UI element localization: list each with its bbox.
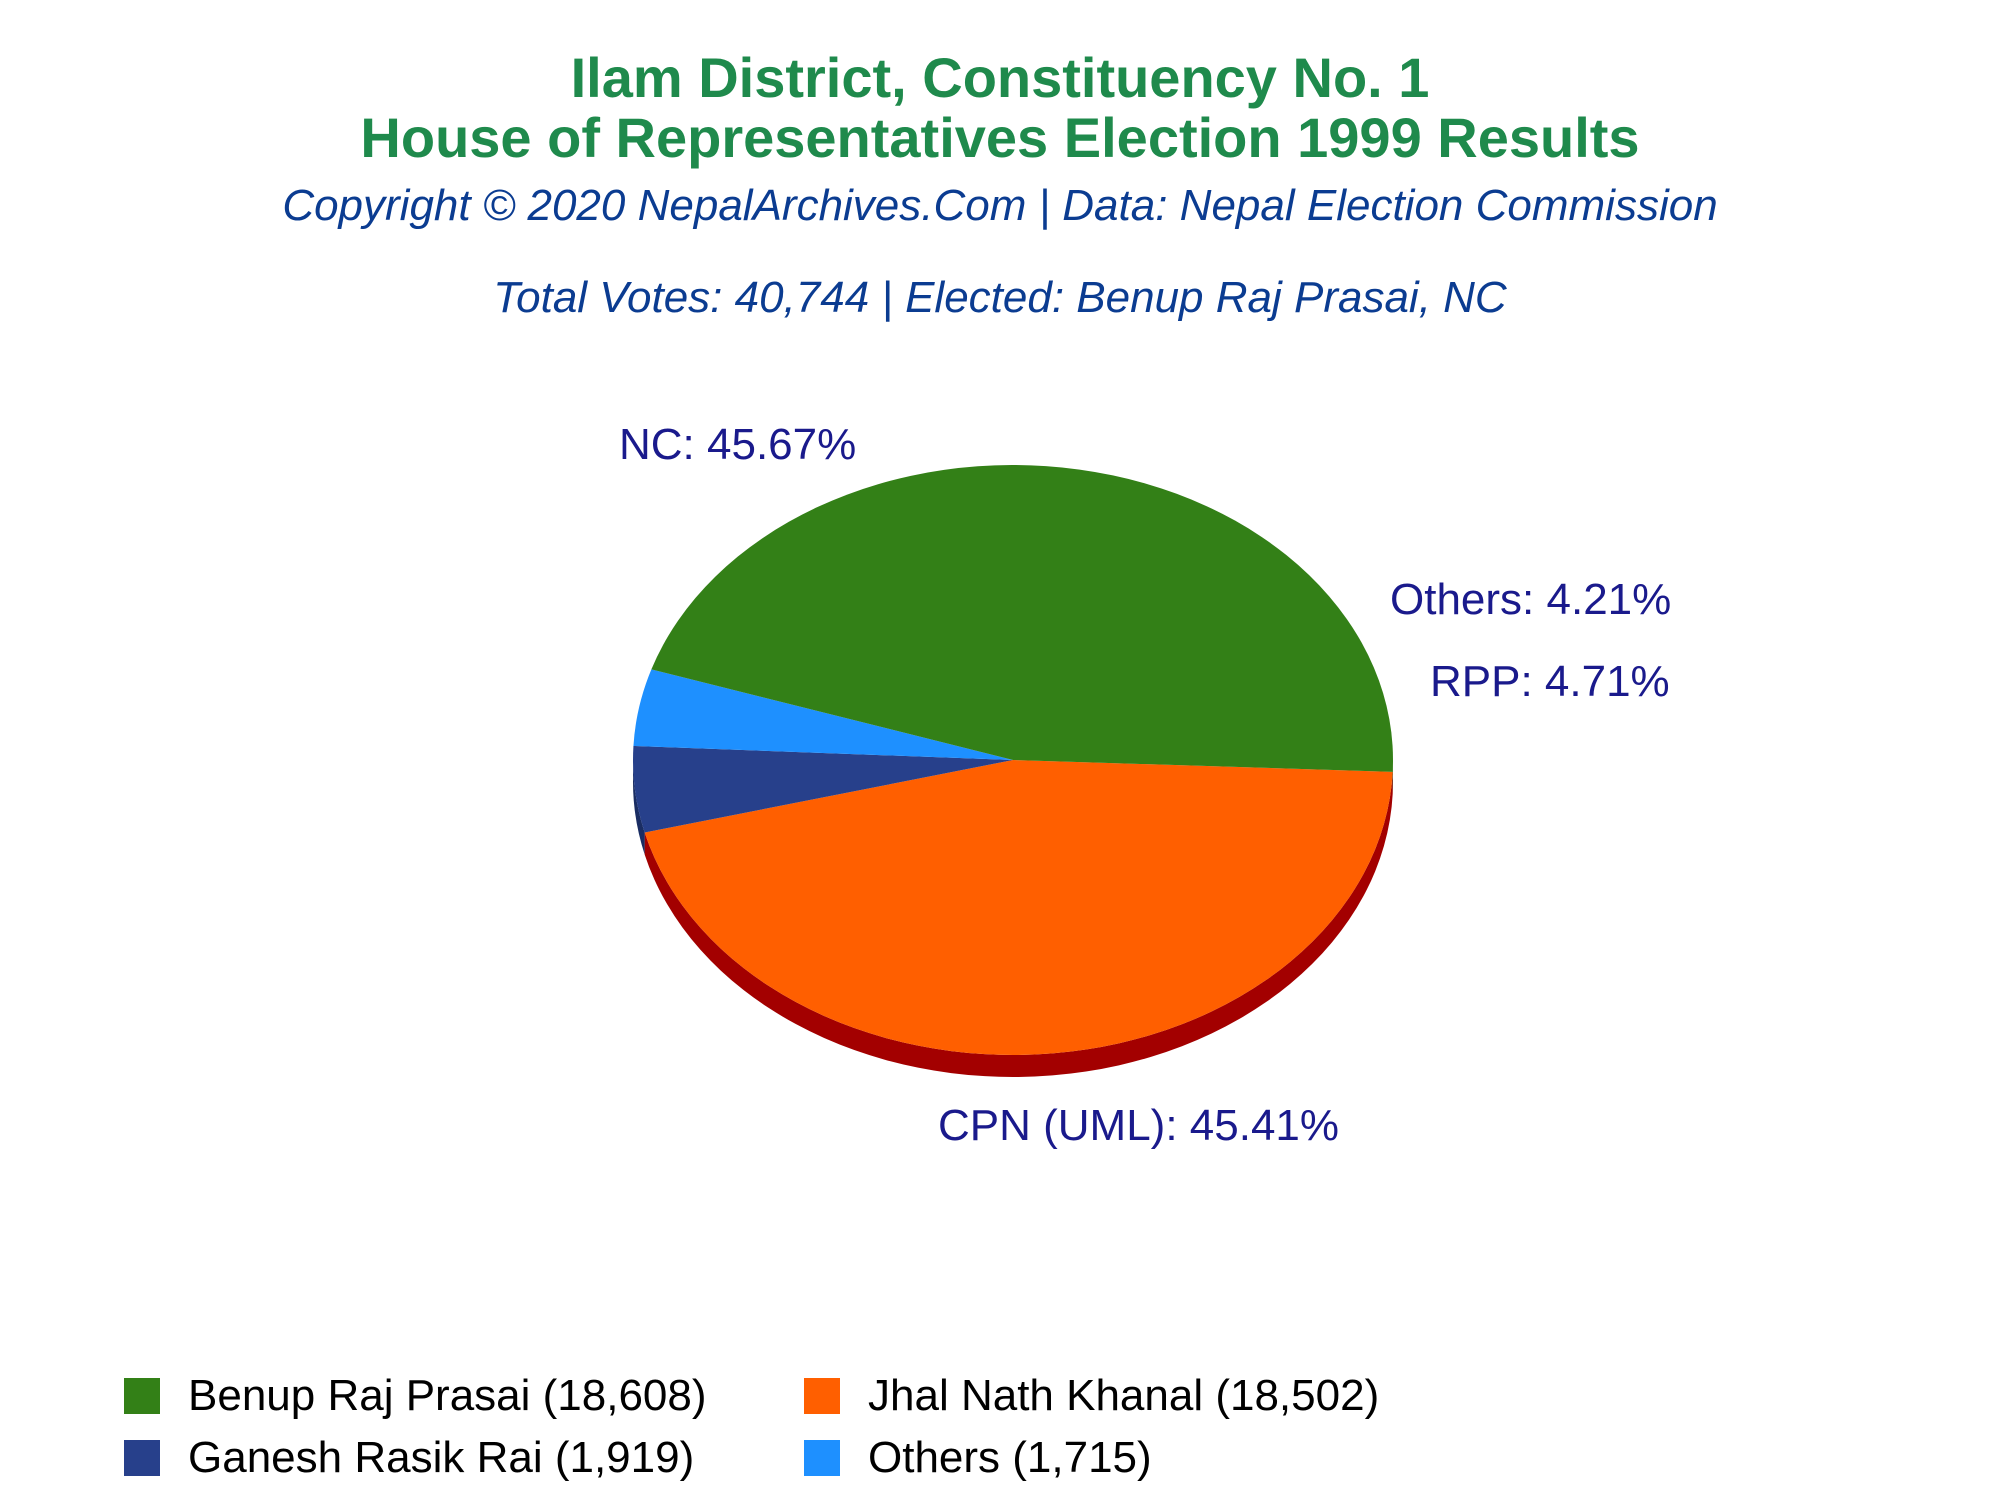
slice-label-2: Others: 4.21%: [1390, 575, 1671, 624]
chart-credit: Copyright © 2020 NepalArchives.Com | Dat…: [282, 181, 1718, 230]
slice-label-3: NC: 45.67%: [619, 420, 856, 469]
legend-swatch-0: [804, 1378, 840, 1414]
legend-item-0: Jhal Nath Khanal (18,502): [804, 1368, 1379, 1424]
pie-slice-1: [633, 745, 1013, 833]
legend-item-1: Ganesh Rasik Rai (1,919): [124, 1430, 694, 1486]
legend-label-2: Others (1,715): [868, 1433, 1152, 1482]
chart-summary: Total Votes: 40,744 | Elected: Benup Raj…: [493, 273, 1507, 322]
legend-swatch-3: [124, 1378, 160, 1414]
legend-label-0: Jhal Nath Khanal (18,502): [868, 1371, 1380, 1420]
chart-title: Ilam District, Constituency No. 1: [570, 46, 1430, 109]
pie-slice-3: [651, 465, 1393, 772]
legend-label-1: Ganesh Rasik Rai (1,919): [188, 1433, 695, 1482]
legend-item-2: Others (1,715): [804, 1430, 1152, 1486]
chart-subtitle: House of Representatives Election 1999 R…: [360, 106, 1640, 169]
legend-swatch-1: [124, 1440, 160, 1476]
slice-label-1: RPP: 4.71%: [1430, 657, 1670, 706]
slice-label-0: CPN (UML): 45.41%: [938, 1101, 1339, 1150]
legend-swatch-2: [804, 1440, 840, 1476]
legend-label-3: Benup Raj Prasai (18,608): [188, 1371, 707, 1420]
pie-slice-0: [644, 760, 1393, 1056]
pie-slice-side-1: [633, 760, 645, 855]
legend-item-3: Benup Raj Prasai (18,608): [124, 1368, 707, 1424]
pie-slice-2: [633, 669, 1013, 760]
